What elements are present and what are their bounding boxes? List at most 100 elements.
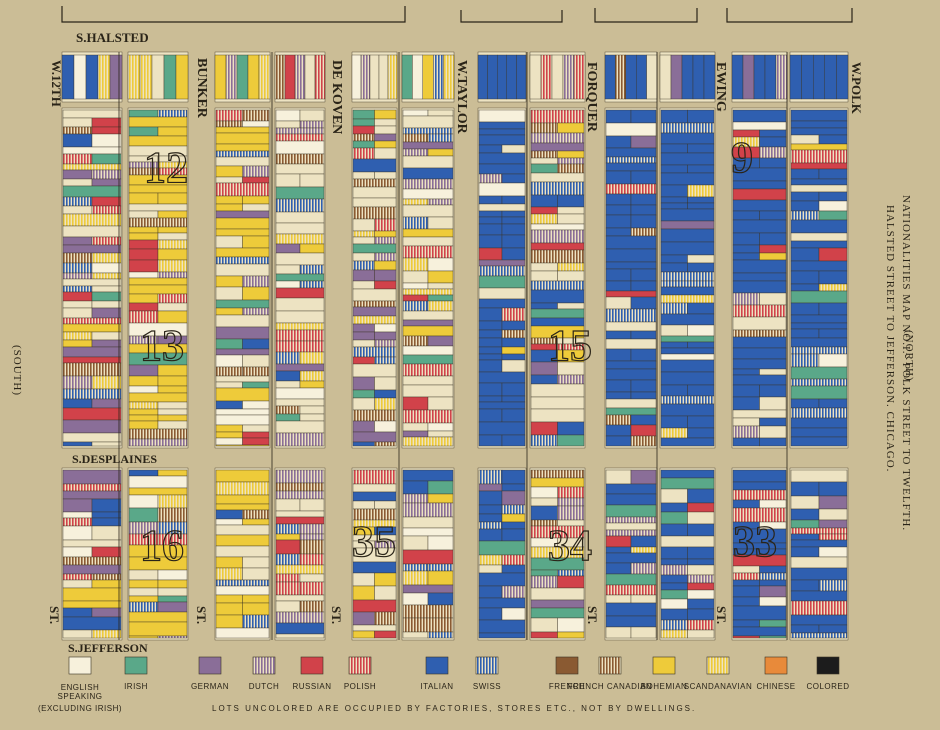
lot <box>128 569 159 581</box>
lot <box>660 359 715 373</box>
lot <box>62 525 93 541</box>
lot <box>501 353 526 361</box>
lot <box>275 109 301 122</box>
lot <box>790 469 848 483</box>
lot <box>62 339 93 348</box>
lot <box>402 236 454 247</box>
lot <box>157 248 188 261</box>
lot <box>62 117 93 128</box>
lot <box>275 405 301 415</box>
block-main <box>61 107 123 449</box>
lot <box>62 362 122 377</box>
lot <box>478 298 526 309</box>
lot <box>275 510 325 518</box>
lot <box>530 421 558 436</box>
lot <box>790 260 848 272</box>
lot <box>501 469 526 485</box>
lot <box>660 254 688 264</box>
lot <box>732 292 760 306</box>
lot <box>62 213 122 227</box>
street-label-dekoven: DE KOVEN <box>329 60 344 134</box>
lot <box>530 469 585 479</box>
lot <box>215 338 243 350</box>
lot <box>402 198 429 206</box>
lot <box>660 294 715 304</box>
lot <box>215 524 270 536</box>
block-lower <box>274 467 326 641</box>
lot <box>352 218 375 232</box>
lot <box>299 581 325 596</box>
lot <box>175 54 189 100</box>
lot <box>813 54 826 100</box>
lot <box>790 219 848 234</box>
legend-swatch <box>764 656 788 675</box>
block-top-strip <box>351 51 398 103</box>
lot <box>478 513 503 523</box>
lot <box>605 546 632 554</box>
block-number: 33 <box>733 517 777 566</box>
lot <box>215 176 243 184</box>
lot <box>818 398 848 409</box>
lot <box>530 270 558 282</box>
lot <box>378 54 389 100</box>
lot <box>790 346 848 355</box>
lot <box>157 226 188 234</box>
lot <box>687 202 715 210</box>
lot <box>790 232 848 242</box>
lot <box>275 243 301 254</box>
lot <box>790 168 820 180</box>
lot <box>790 427 848 438</box>
block-lower <box>61 467 123 641</box>
lot <box>91 398 122 409</box>
lot <box>605 504 657 518</box>
lot <box>732 188 787 201</box>
lot <box>551 54 564 100</box>
lot <box>818 191 848 202</box>
lot <box>128 192 159 205</box>
lot <box>275 611 325 624</box>
lot <box>478 182 526 197</box>
lot <box>128 109 159 118</box>
lot <box>687 598 715 610</box>
lot <box>62 169 93 180</box>
lot <box>352 178 397 188</box>
lot <box>427 493 454 504</box>
block-number: 12 <box>144 143 188 192</box>
lot <box>427 300 454 312</box>
lot <box>605 227 632 237</box>
block-lower <box>731 467 788 641</box>
lot <box>630 469 657 485</box>
lot <box>242 120 270 128</box>
lot <box>62 629 93 639</box>
lot <box>274 54 286 100</box>
lot <box>374 500 397 510</box>
lot <box>605 469 632 485</box>
lot <box>275 523 301 535</box>
lot <box>759 596 787 607</box>
lot <box>759 329 787 338</box>
lot <box>62 244 122 254</box>
lot <box>402 617 454 633</box>
lot <box>732 336 787 349</box>
lot <box>530 505 558 521</box>
lot <box>299 523 325 535</box>
lot <box>304 54 316 100</box>
lot <box>790 579 820 592</box>
lot <box>605 296 632 310</box>
lot <box>501 195 526 205</box>
lot <box>687 341 715 349</box>
lot <box>687 619 715 631</box>
lot <box>530 262 558 272</box>
lot <box>478 632 526 639</box>
lot <box>427 592 454 606</box>
lot <box>501 564 526 574</box>
lot <box>660 477 715 490</box>
lot <box>275 287 325 299</box>
lot <box>91 153 122 165</box>
lot <box>478 521 503 530</box>
lot <box>242 431 270 439</box>
lot <box>128 438 188 447</box>
lot <box>790 519 820 529</box>
lot <box>128 284 188 295</box>
lot <box>91 133 122 148</box>
